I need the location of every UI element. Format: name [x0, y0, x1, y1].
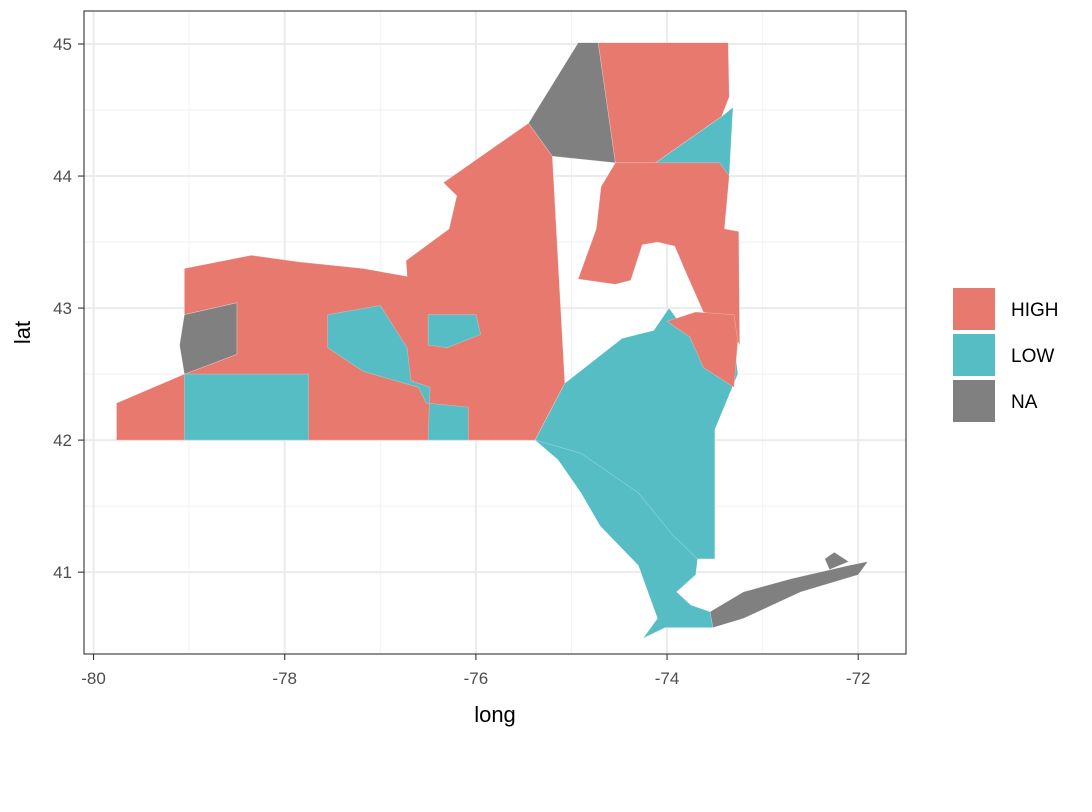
y-tick-label: 41: [53, 563, 72, 582]
map-region-na: [709, 561, 869, 628]
y-tick-label: 42: [53, 431, 72, 450]
y-tick-label: 43: [53, 299, 72, 318]
map-regions: [116, 42, 869, 639]
map-region-na: [824, 551, 850, 570]
x-axis-title: long: [474, 702, 516, 727]
map-region-low: [427, 314, 482, 349]
x-tick-label: -74: [655, 669, 680, 688]
map-region-low: [327, 305, 469, 441]
x-tick-label: -72: [846, 669, 871, 688]
x-tick-label: -78: [272, 669, 297, 688]
map-region-low: [184, 373, 309, 441]
legend-key-low: [953, 334, 995, 376]
y-tick-label: 44: [53, 167, 72, 186]
y-tick-label: 45: [53, 35, 72, 54]
y-axis-title: lat: [10, 321, 35, 344]
legend-label-na: NA: [1011, 392, 1038, 413]
axes: -80 -78 -76 -74 -72 41 42 43 44 45 long lat: [10, 35, 870, 727]
plot-panel-border: [83, 10, 907, 655]
legend: HIGH LOW NA: [953, 288, 1059, 422]
legend-label-high: HIGH: [1011, 300, 1059, 321]
map-region-high: [666, 311, 739, 388]
x-tick-label: -76: [464, 669, 489, 688]
x-tick-label: -80: [81, 669, 106, 688]
legend-key-high: [953, 288, 995, 330]
legend-key-na: [953, 380, 995, 422]
legend-label-low: LOW: [1011, 346, 1054, 367]
map-region-low: [534, 307, 739, 639]
map-region-na: [179, 302, 238, 375]
